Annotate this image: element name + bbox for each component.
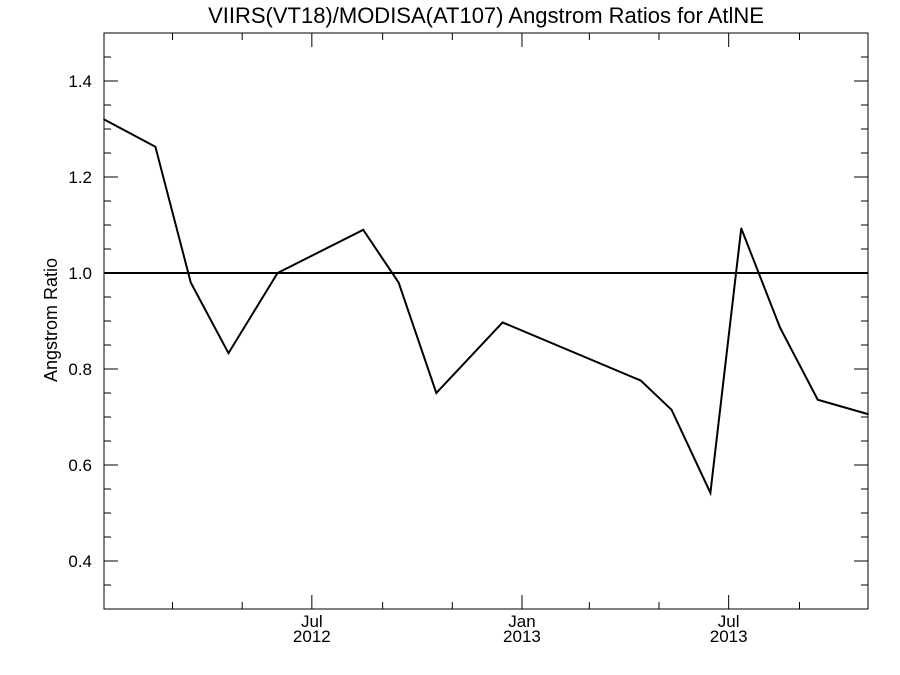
series-line [103,118,869,497]
data-point [709,492,712,494]
data-point [154,145,157,148]
y-tick-label: 0.6 [68,456,92,475]
data-point [189,281,192,284]
data-point [779,326,781,329]
x-tick-label: Jan [508,612,535,631]
data-point [816,398,819,401]
y-tick-label: 0.4 [68,552,92,571]
data-point [501,321,504,324]
x-tick-sublabel: 2012 [293,627,331,646]
data-point [435,392,438,394]
x-tick-sublabel: 2013 [503,627,541,646]
x-tick-sublabel: 2013 [710,627,748,646]
y-tick-label: 0.8 [68,360,92,379]
y-axis-ticks: 0.4 0.6 0.8 1.0 1.2 1.4 [68,32,868,610]
chart-title: VIIRS(VT18)/MODISA(AT107) Angstrom Ratio… [208,3,764,28]
y-tick-label: 1.2 [68,168,92,187]
data-point [397,281,400,284]
plot-frame [103,32,869,610]
y-axis-label: Angstrom Ratio [41,258,61,382]
data-point [670,409,673,411]
y-tick-label: 1.0 [68,264,92,283]
x-tick-label: Jul [301,612,323,631]
series-group [103,118,869,497]
data-point [639,379,642,382]
y-tick-label: 1.4 [68,72,92,91]
data-point [227,352,230,354]
data-point [276,272,279,274]
x-tick-label: Jul [718,612,740,631]
data-point [362,229,365,231]
data-point [740,227,743,230]
